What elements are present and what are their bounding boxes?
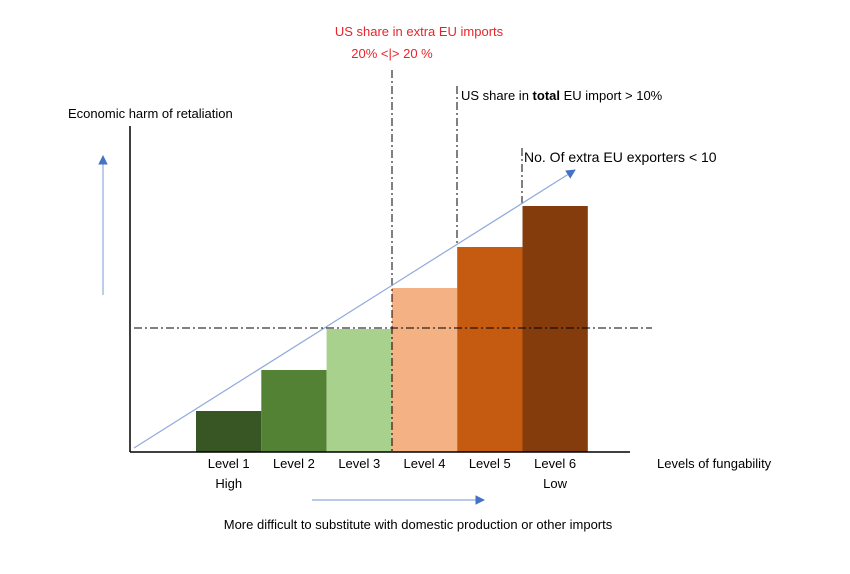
bar-level-1	[196, 411, 262, 452]
bar-level-4	[391, 288, 458, 452]
us-share-total-suffix: EU import > 10%	[560, 88, 663, 103]
x-axis-label: Levels of fungability	[657, 456, 772, 471]
tick-label-level-5: Level 5	[469, 456, 511, 471]
tick-label-level-4: Level 4	[404, 456, 446, 471]
bar-level-5	[457, 247, 523, 452]
us-share-total-bold: total	[533, 88, 560, 103]
tick-label-level-3: Level 3	[338, 456, 380, 471]
bar-level-2	[261, 370, 327, 452]
substitution-caption: More difficult to substitute with domest…	[224, 517, 613, 532]
us-share-extra-threshold: 20% <|> 20 %	[351, 46, 433, 61]
tick-labels: Level 1 High Level 2 Level 3 Level 4 Level 5 L…	[208, 456, 576, 491]
bars-group	[196, 206, 588, 452]
us-share-extra-title: US share in extra EU imports	[335, 24, 504, 39]
tick-sublabel-low: Low	[543, 476, 567, 491]
tick-label-level-1: Level 1	[208, 456, 250, 471]
us-share-total-annotation: US share in total EU import > 10%	[461, 88, 663, 103]
exporters-annotation: No. Of extra EU exporters < 10	[524, 149, 717, 165]
tick-label-level-2: Level 2	[273, 456, 315, 471]
bar-level-6	[522, 206, 588, 452]
harm-trend-arrow	[133, 169, 576, 449]
tick-label-level-6: Level 6	[534, 456, 576, 471]
y-axis-label: Economic harm of retaliation	[68, 106, 233, 121]
bar-level-3	[326, 329, 392, 452]
tick-sublabel-high: High	[215, 476, 242, 491]
us-share-total-prefix: US share in	[461, 88, 533, 103]
